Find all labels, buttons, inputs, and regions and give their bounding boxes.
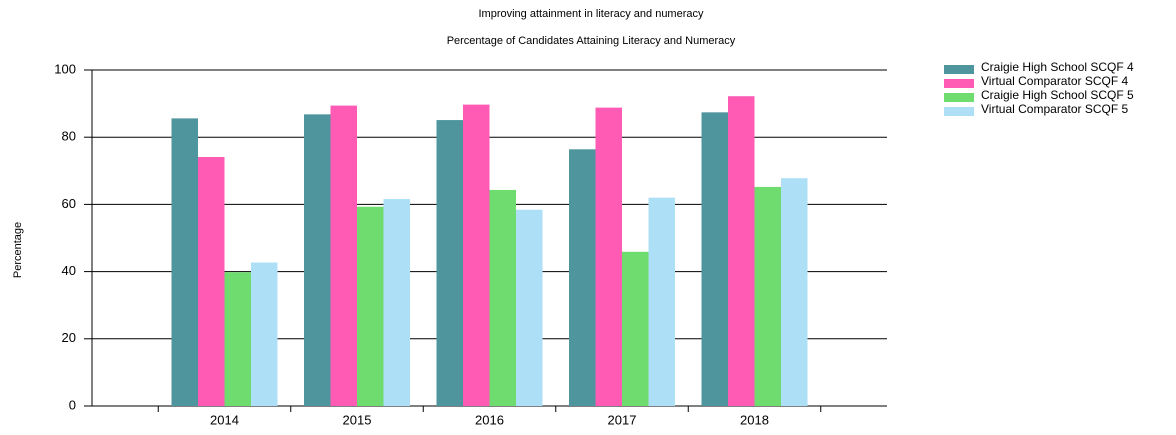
legend-swatch (944, 79, 974, 88)
legend-item: Craigie High School SCQF 5 (944, 88, 1164, 102)
x-tick-label: 2018 (740, 412, 769, 427)
legend-label: Craigie High School SCQF 5 (981, 88, 1134, 102)
x-tick-label: 2016 (475, 412, 504, 427)
y-tick-label: 40 (62, 263, 76, 278)
bar (489, 189, 516, 406)
legend-label: Virtual Comparator SCQF 4 (981, 74, 1129, 88)
bar (198, 157, 225, 406)
bar (330, 105, 357, 406)
legend-swatch (944, 65, 974, 74)
chart-title: Improving attainment in literacy and num… (479, 8, 704, 20)
bar (251, 262, 278, 406)
legend-item: Virtual Comparator SCQF 4 (944, 74, 1164, 88)
bar (304, 114, 331, 407)
legend-item: Craigie High School SCQF 4 (944, 60, 1164, 74)
x-tick-label: 2014 (210, 412, 239, 427)
legend-swatch (944, 107, 974, 116)
bar (622, 251, 649, 406)
bar (754, 186, 781, 406)
y-axis-label: Percentage (12, 222, 24, 278)
legend: Craigie High School SCQF 4 Virtual Compar… (944, 60, 1164, 118)
bar (569, 149, 596, 406)
y-tick-label: 0 (69, 397, 76, 412)
bar (463, 104, 490, 406)
bar (728, 96, 755, 406)
bar (516, 209, 543, 406)
legend-swatch (944, 93, 974, 102)
bar (224, 272, 251, 406)
x-tick-label: 2017 (608, 412, 637, 427)
y-tick-label: 20 (62, 330, 76, 345)
bar (357, 206, 384, 406)
bar (595, 107, 622, 406)
legend-label: Craigie High School SCQF 4 (981, 60, 1134, 74)
y-tick-label: 80 (62, 129, 76, 144)
chart-subtitle: Percentage of Candidates Attaining Liter… (447, 35, 736, 47)
bar (648, 197, 675, 406)
x-tick-label: 2015 (343, 412, 372, 427)
bar (436, 120, 463, 407)
legend-item: Virtual Comparator SCQF 5 (944, 102, 1164, 116)
bar (383, 199, 410, 406)
y-tick-label: 100 (54, 61, 76, 76)
legend-label: Virtual Comparator SCQF 5 (981, 102, 1129, 116)
bar (781, 178, 808, 406)
bar (701, 112, 728, 406)
y-tick-label: 60 (62, 196, 76, 211)
bar (171, 118, 198, 406)
